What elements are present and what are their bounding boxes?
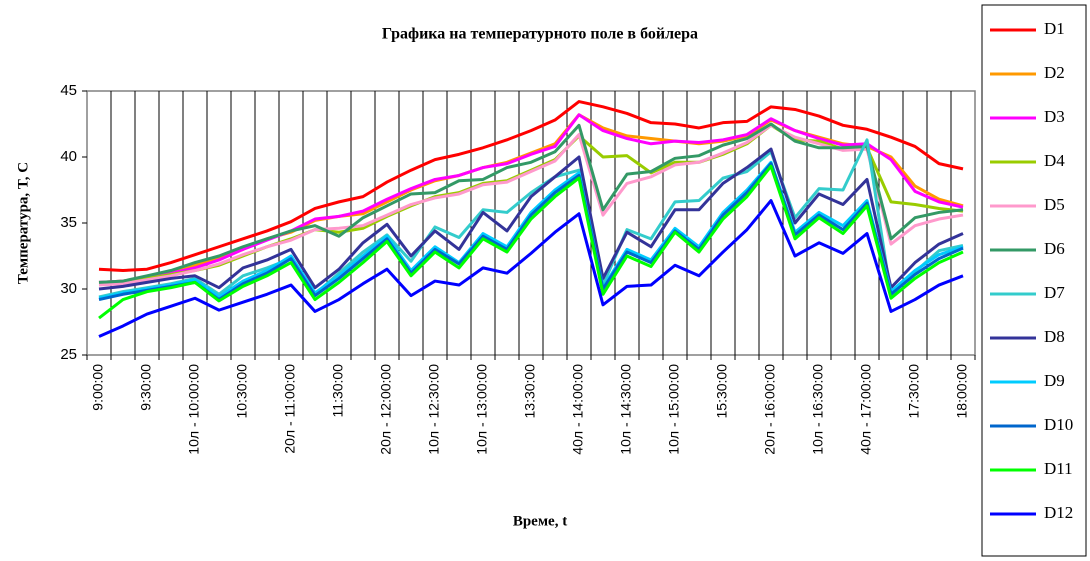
y-tick-label: 30 [60,280,77,297]
y-axis-title: Температура, T, C [15,162,31,284]
x-tick-label: 10л - 15:00:00 [666,364,682,455]
x-axis-title: Време, t [513,513,567,529]
x-tick-label: 20л - 16:00:00 [762,364,778,455]
x-tick-label: 13:30:00 [522,364,538,419]
legend-label: D2 [1044,63,1065,82]
legend-label: D4 [1044,151,1065,170]
x-tick-label: 18:00:00 [954,364,970,419]
x-tick-label: 10л - 14:30:00 [618,364,634,455]
x-tick-label: 10л - 16:30:00 [810,364,826,455]
series-line [98,162,964,302]
series-line [98,122,964,284]
x-tick-label: 20л - 11:00:00 [282,364,298,454]
legend-label: D12 [1044,503,1073,522]
legend-label: D9 [1044,371,1065,390]
legend-label: D7 [1044,283,1065,302]
x-tick-label: 9:00:00 [90,364,106,411]
series-line [98,113,964,284]
y-tick-label: 45 [60,82,77,99]
legend-label: D3 [1044,107,1065,126]
series-line [98,164,964,320]
x-tick-label: 20л - 12:00:00 [378,364,394,455]
legend [981,4,1087,557]
x-tick-label: 10:30:00 [234,364,250,419]
legend-label: D1 [1044,19,1065,38]
x-tick-label: 40л - 17:00:00 [858,364,874,455]
series-line [98,199,964,338]
legend-label: D8 [1044,327,1065,346]
x-tick-label: 40л - 14:00:00 [570,364,586,455]
legend-label: D10 [1044,415,1073,434]
x-tick-label: 17:30:00 [906,364,922,419]
legend-label: D11 [1044,459,1073,478]
legend-label: D6 [1044,239,1065,258]
x-tick-label: 9:30:00 [138,364,154,411]
x-tick-label: 15:30:00 [714,364,730,419]
legend-label: D5 [1044,195,1065,214]
x-tick-label: 10л - 12:30:00 [426,364,442,455]
y-tick-label: 25 [60,346,77,363]
y-tick-label: 40 [60,148,77,165]
x-tick-label: 10л - 13:00:00 [474,364,490,455]
y-tick-label: 35 [60,214,77,231]
series-line [98,160,964,300]
chart-title: Графика на температурното поле в бойлера [382,26,698,43]
series-line [98,100,964,273]
x-tick-label: 10л - 10:00:00 [186,364,202,455]
series-line [98,147,964,291]
x-tick-label: 11:30:00 [330,364,346,418]
series-line [98,138,964,299]
series-line [98,123,964,287]
